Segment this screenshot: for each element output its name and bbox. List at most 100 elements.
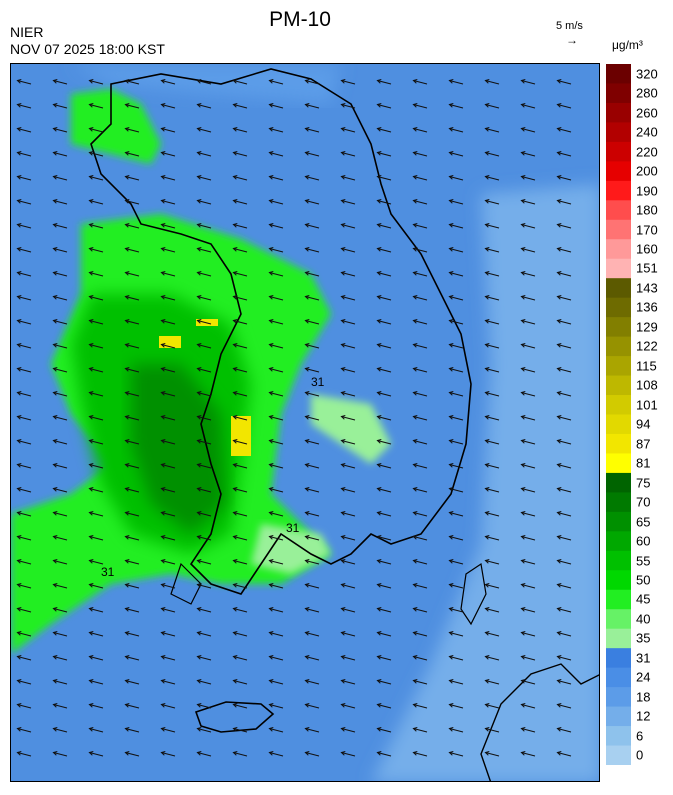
tsushima-outline [460, 562, 487, 626]
wind-arrow [197, 752, 212, 757]
wind-arrow-head [52, 127, 58, 132]
wind-arrow [269, 200, 284, 205]
wind-arrow [125, 344, 140, 349]
wind-arrow [485, 704, 500, 709]
wind-arrow-head [16, 751, 22, 756]
wind-arrow [413, 200, 428, 205]
legend-swatch-94 [606, 414, 631, 435]
wind-arrow-head [556, 703, 562, 708]
wind-arrow-head [196, 559, 202, 564]
wind-arrow-head [304, 415, 310, 420]
wind-arrow-head [196, 271, 202, 276]
wind-arrow-head [16, 703, 22, 708]
wind-arrow [413, 464, 428, 469]
wind-arrow [53, 464, 68, 469]
wind-arrow-head [412, 127, 418, 132]
wind-arrow [17, 344, 32, 349]
wind-arrow [17, 584, 32, 589]
wind-arrow-head [16, 631, 22, 636]
legend-swatch-50 [606, 570, 631, 591]
wind-arrow [17, 416, 32, 421]
wind-arrow-head [520, 487, 526, 492]
wind-arrow [89, 200, 104, 205]
wind-arrow-head [268, 583, 274, 588]
wind-arrow [377, 80, 392, 85]
wind-arrow [449, 152, 464, 157]
wind-arrow-head [268, 511, 274, 516]
wind-arrow-head [232, 439, 238, 444]
wind-arrow [521, 272, 536, 277]
legend-label-136: 136 [636, 299, 658, 315]
wind-arrow-head [520, 199, 526, 204]
wind-arrow-head [376, 175, 382, 180]
wind-arrow [341, 344, 356, 349]
wind-arrow-head [556, 631, 562, 636]
wind-arrow [17, 320, 32, 325]
wind-arrow [413, 440, 428, 445]
wind-arrow [269, 704, 284, 709]
wind-arrow [449, 344, 464, 349]
wind-arrow [17, 680, 32, 685]
wind-arrow-head [52, 247, 58, 252]
wind-arrow-head [304, 631, 310, 636]
wind-arrow-head [232, 703, 238, 708]
legend-swatch-108 [606, 375, 631, 396]
wind-arrow-head [16, 607, 22, 612]
wind-arrow [125, 704, 140, 709]
wind-arrow [197, 656, 212, 661]
wind-arrow [53, 584, 68, 589]
wind-arrow-head [232, 271, 238, 276]
wind-arrow-head [160, 79, 166, 84]
wind-arrow [233, 536, 248, 541]
wind-arrow [341, 560, 356, 565]
wind-arrow [305, 344, 320, 349]
wind-arrow-head [88, 727, 94, 732]
wind-arrow [197, 344, 212, 349]
wind-arrow-head [556, 559, 562, 564]
wind-arrow-head [376, 631, 382, 636]
wind-arrow [449, 416, 464, 421]
wind-arrow [89, 512, 104, 517]
wind-arrow-head [88, 175, 94, 180]
wind-arrow-head [376, 655, 382, 660]
wind-arrow [125, 224, 140, 229]
wind-arrow [53, 656, 68, 661]
wind-arrow-head [124, 103, 130, 108]
wind-arrow-head [88, 631, 94, 636]
wind-arrow [485, 488, 500, 493]
legend-label-45: 45 [636, 591, 651, 607]
wind-arrow-head [484, 655, 490, 660]
wind-arrow-head [124, 223, 130, 228]
wind-arrow-head [556, 103, 562, 108]
wind-arrow [197, 560, 212, 565]
wind-arrow-head [340, 487, 346, 492]
wind-arrow-head [448, 295, 454, 300]
wind-arrow-head [448, 319, 454, 324]
wind-arrow-head [52, 655, 58, 660]
wind-arrow-head [124, 175, 130, 180]
wind-arrow [161, 128, 176, 133]
wind-arrow [557, 296, 572, 301]
wind-arrow-head [160, 199, 166, 204]
legend-swatch-55 [606, 550, 631, 571]
contour-label-2: 31 [286, 521, 300, 535]
wind-arrow-head [232, 343, 238, 348]
wind-arrow [449, 752, 464, 757]
forecast-datetime: NOV 07 2025 18:00 KST [10, 41, 165, 57]
wind-reference-label: 5 m/s [556, 20, 583, 32]
wind-arrow [485, 464, 500, 469]
wind-arrow-head [268, 391, 274, 396]
wind-arrow [17, 152, 32, 157]
wind-arrow [305, 632, 320, 637]
wind-arrow [125, 392, 140, 397]
wind-arrow-head [88, 247, 94, 252]
wind-arrow-head [448, 367, 454, 372]
west-islands-outline [170, 562, 202, 605]
wind-arrow-head [412, 631, 418, 636]
wind-arrow [161, 512, 176, 517]
wind-arrow-head [340, 415, 346, 420]
wind-arrow-head [376, 511, 382, 516]
wind-arrow-head [340, 343, 346, 348]
wind-arrow [161, 632, 176, 637]
wind-arrow-head [412, 679, 418, 684]
